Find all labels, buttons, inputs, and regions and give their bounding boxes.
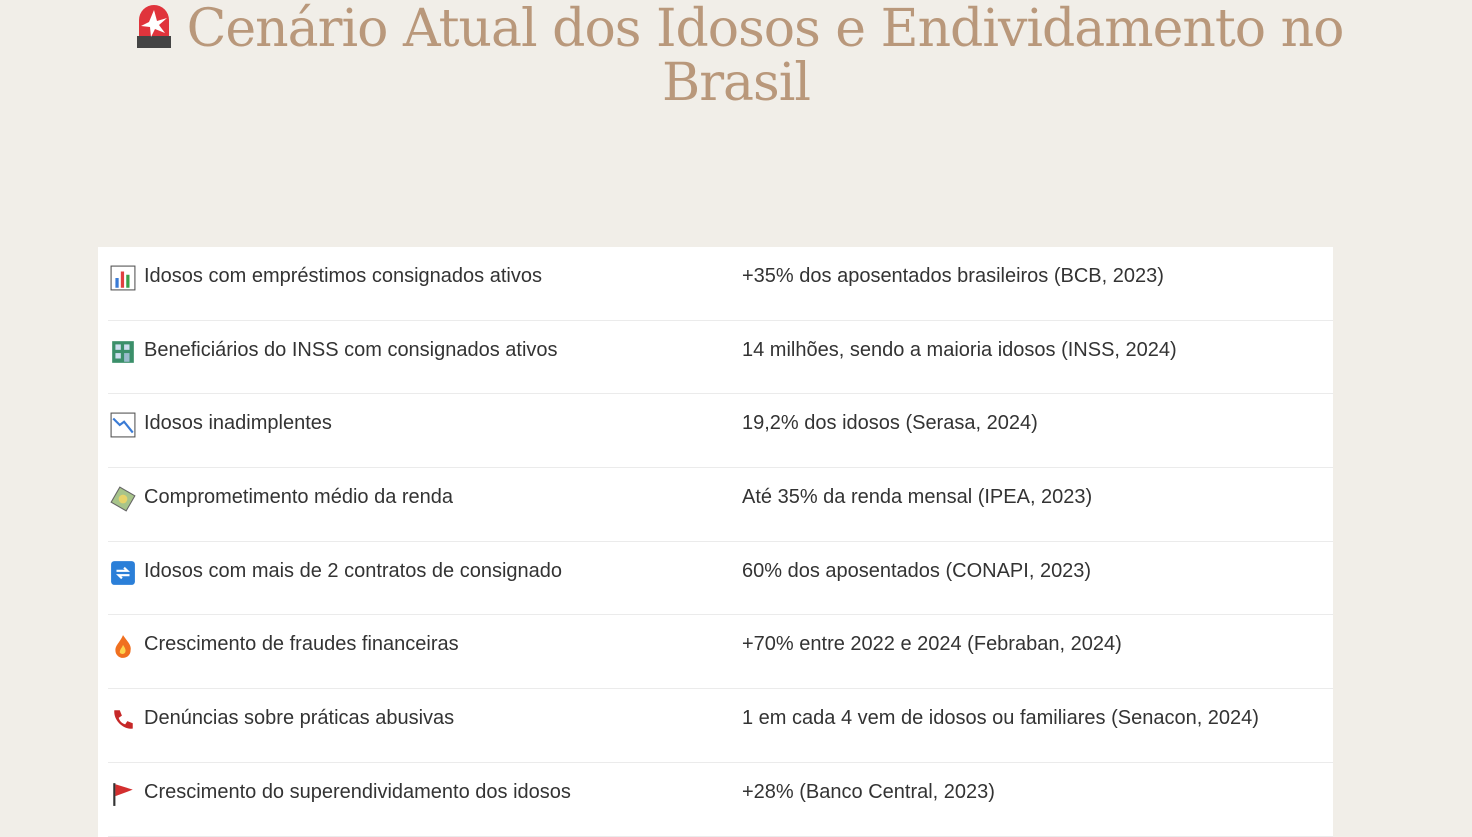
row-icon (110, 486, 136, 512)
row-icon (111, 560, 135, 585)
row-value: 60% dos aposentados (CONAPI, 2023) (742, 559, 1092, 582)
table-row: Crescimento do superendividamento dos id… (108, 763, 1333, 837)
alarm-icon (136, 5, 171, 48)
table-row: Beneficiários do INSS com consignados at… (108, 321, 1333, 395)
table-row: Idosos inadimplentes 19,2% dos idosos (Se… (108, 394, 1333, 469)
row-value: 1 em cada 4 vem de idosos ou familiares … (742, 707, 1259, 730)
row-value: Até 35% da renda mensal (IPEA, 2023) (742, 486, 1093, 509)
row-icon (115, 635, 131, 659)
page-title: Cenário Atual dos Idosos e Endividamento… (120, 2, 1352, 110)
row-label: Denúncias sobre práticas abusivas (144, 707, 455, 730)
table-row: Denúncias sobre práticas abusivas 1 em ca… (108, 689, 1333, 763)
row-label: Comprometimento médio da renda (144, 486, 454, 509)
row-value: 14 milhões, sendo a maioria idosos (INSS… (742, 338, 1177, 361)
row-label: Idosos inadimplentes (144, 412, 332, 435)
row-icon (110, 412, 136, 438)
row-value: +70% entre 2022 e 2024 (Febraban, 2024) (742, 633, 1122, 656)
row-value: +28% (Banco Central, 2023) (742, 780, 995, 803)
row-label: Idosos com empréstimos consignados ativo… (144, 265, 542, 287)
table-row: Crescimento de fraudes financeiras +70% e… (108, 615, 1333, 690)
row-label: Crescimento do superendividamento dos id… (144, 780, 571, 803)
row-icon (113, 782, 133, 806)
row-label: Crescimento de fraudes financeiras (144, 633, 459, 656)
row-value: +35% dos aposentados brasileiros (BCB, 2… (742, 265, 1164, 287)
table-row: Idosos com mais de 2 contratos de consig… (108, 542, 1333, 616)
row-label: Idosos com mais de 2 contratos de consig… (144, 559, 563, 582)
row-icon (114, 710, 133, 729)
row-value: 19,2% dos idosos (Serasa, 2024) (742, 412, 1038, 435)
table-row: Idosos com empréstimos consignados ativo… (108, 247, 1333, 321)
row-icon (112, 340, 134, 363)
row-icon (110, 265, 136, 291)
title-text: Cenário Atual dos Idosos e Endividamento… (186, 0, 1345, 113)
table: Idosos com empréstimos consignados ativo… (98, 247, 1333, 837)
table-row: Comprometimento médio da renda Até 35% da… (108, 468, 1333, 542)
row-label: Beneficiários do INSS com consignados at… (144, 338, 558, 361)
